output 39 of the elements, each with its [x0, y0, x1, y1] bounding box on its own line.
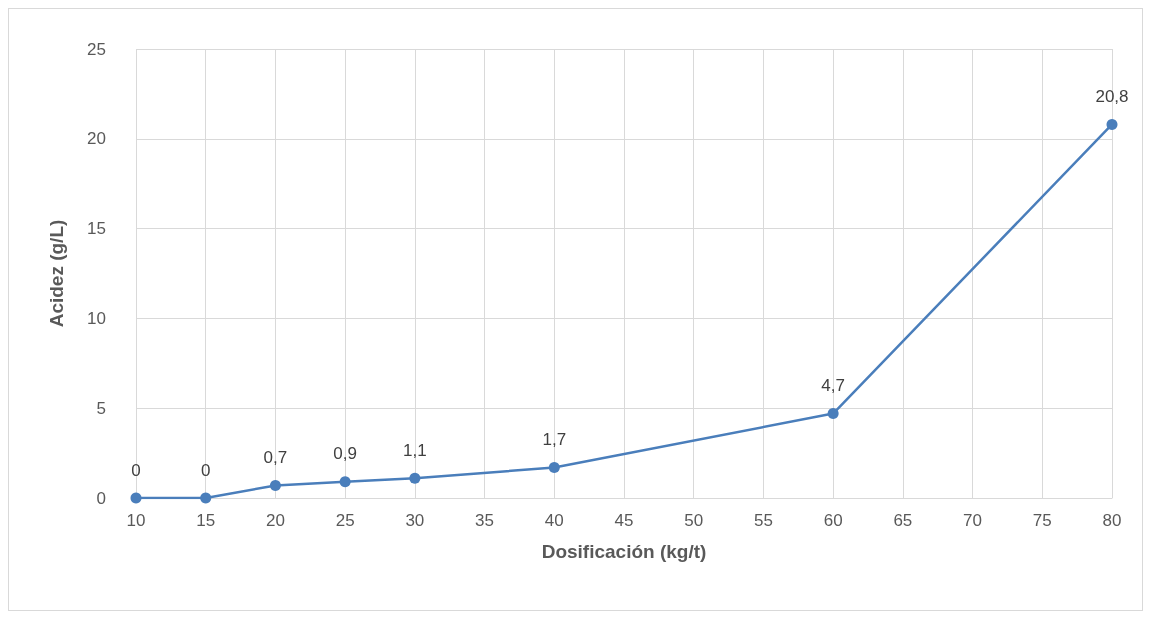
data-label: 0 [200, 460, 211, 480]
data-label: 1,7 [542, 429, 567, 449]
x-tick-label: 60 [823, 511, 843, 530]
y-tick-label: 15 [87, 219, 106, 239]
x-tick-label: 55 [753, 511, 773, 530]
y-axis-title: Acidez (g/L) [46, 219, 67, 328]
point [548, 461, 560, 473]
x-tick-label: 45 [614, 511, 634, 530]
x-tick-label: 40 [544, 511, 564, 530]
point [409, 472, 421, 484]
x-tick-label: 70 [963, 511, 983, 530]
point [200, 492, 212, 504]
x-tick-label: 80 [1102, 511, 1122, 530]
y-tick-label: 5 [96, 398, 106, 418]
x-tick-label: 15 [196, 511, 216, 530]
point [339, 476, 351, 488]
data-label: 4,7 [821, 376, 845, 396]
y-tick-label: 0 [96, 488, 106, 508]
data-label: 0,9 [333, 444, 357, 464]
y-tick-label: 10 [87, 308, 106, 328]
x-tick-label: 20 [265, 511, 285, 530]
point [1106, 118, 1118, 130]
point [130, 492, 142, 504]
point [269, 479, 281, 491]
x-tick-label: 25 [335, 511, 355, 530]
x-tick-label: 75 [1032, 511, 1052, 530]
y-tick-label: 25 [87, 39, 106, 59]
y-tick-label: 20 [87, 129, 106, 149]
data-label: 0,7 [263, 447, 288, 467]
x-tick-label: 30 [405, 511, 425, 530]
point [827, 408, 839, 420]
x-tick-label: 50 [684, 511, 704, 530]
x-axis-title: Dosificación (kg/t) [541, 541, 707, 562]
x-tick-label: 35 [475, 511, 495, 530]
x-tick-label: 65 [893, 511, 913, 530]
data-label: 20,8 [1095, 86, 1129, 106]
data-label: 0 [131, 460, 141, 480]
data-label: 1,1 [403, 440, 427, 460]
x-tick-label: 10 [126, 511, 146, 530]
